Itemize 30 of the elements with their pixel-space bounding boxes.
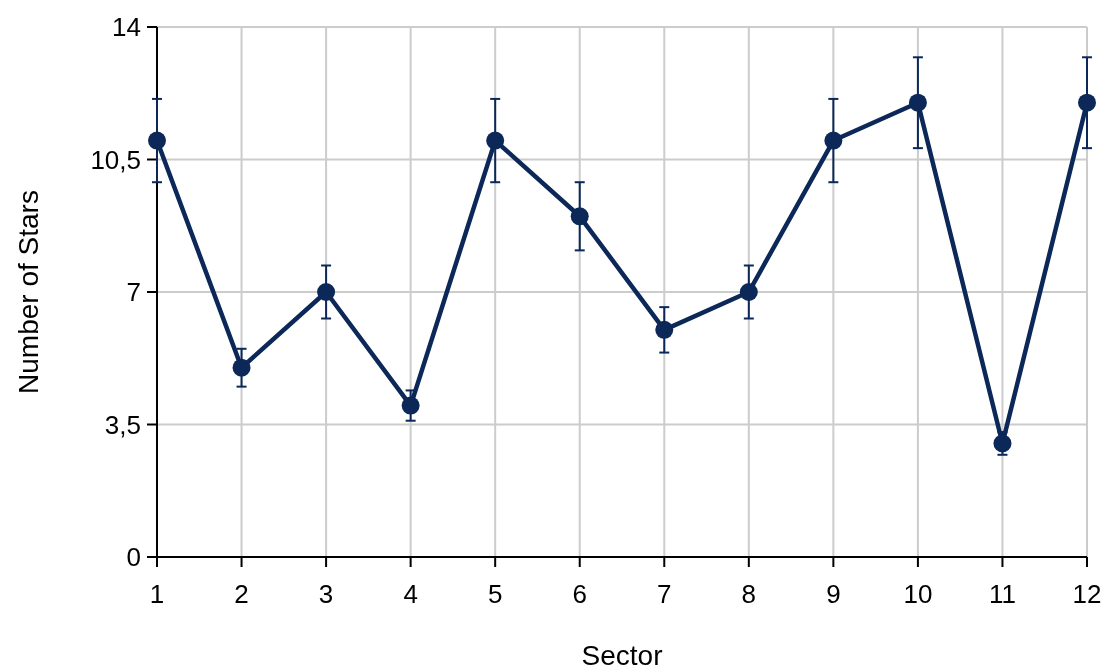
x-tick-label: 11 xyxy=(988,579,1016,609)
y-tick-label: 3,5 xyxy=(104,409,141,440)
y-axis-title: Number of Stars xyxy=(13,190,44,394)
x-tick-label: 10 xyxy=(903,579,933,609)
y-tick-label: 0 xyxy=(126,542,141,573)
y-tick-label: 10,5 xyxy=(90,144,141,175)
x-tick-label: 9 xyxy=(826,579,841,609)
x-tick-label: 3 xyxy=(318,579,334,609)
point xyxy=(824,131,843,150)
point xyxy=(1078,93,1096,112)
point xyxy=(317,283,336,301)
point xyxy=(486,131,505,150)
point xyxy=(570,207,589,226)
point xyxy=(232,358,251,377)
x-tick-label: 1 xyxy=(149,579,165,609)
point xyxy=(655,320,674,339)
x-tick-label: 7 xyxy=(657,579,672,609)
x-tick-label: 8 xyxy=(741,579,757,609)
point xyxy=(739,283,758,301)
x-axis-title: Sector xyxy=(581,640,663,671)
y-tick-label: 14 xyxy=(112,12,141,43)
x-tick-label: 2 xyxy=(234,579,249,609)
y-tick-label: 7 xyxy=(126,277,141,308)
x-tick-label: 6 xyxy=(572,579,587,609)
x-tick-label: 4 xyxy=(403,579,418,609)
x-tick-label: 12 xyxy=(1072,579,1102,609)
x-tick-label: 5 xyxy=(487,579,503,609)
point xyxy=(908,93,927,112)
point xyxy=(401,396,420,415)
point xyxy=(148,131,166,150)
